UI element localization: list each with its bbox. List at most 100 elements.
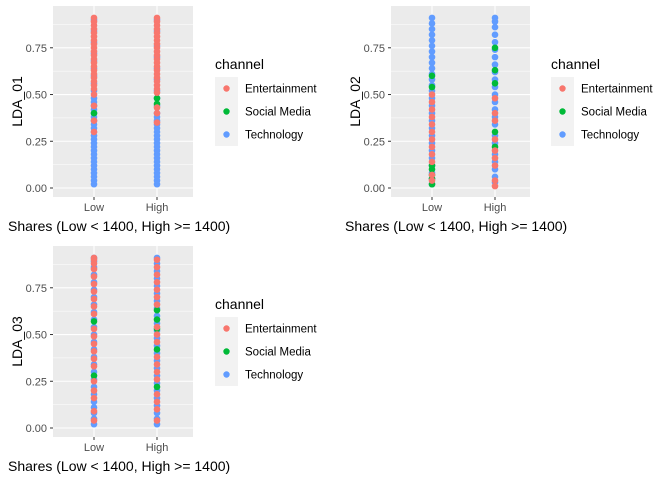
x-tick-label: High [484,202,507,214]
data-point [90,394,98,402]
y-axis-title: LDA_01 [9,76,25,127]
facet-lda-01: 0.00 0.25 0.50 0.75 Low High LDA_01 Shares (Low… [8,6,317,234]
data-point [428,53,436,61]
data-point [90,363,98,370]
data-point [491,23,499,31]
legend: channel Entertainment Social Media Technolo… [215,296,317,386]
data-point [90,377,98,385]
data-point [428,37,436,44]
data-point [428,59,436,67]
y-axis-title: LDA_02 [347,76,363,127]
data-point [90,417,98,424]
legend-swatch [223,85,230,92]
y-tick-label: 0.75 [26,43,47,55]
data-point [153,361,161,368]
data-point [90,117,98,124]
data-point [491,61,499,68]
data-point [90,295,98,303]
data-point [90,355,98,363]
data-point [428,42,436,50]
legend-title: channel [215,296,264,312]
data-point [153,278,161,286]
data-point [491,38,499,46]
data-point [428,48,436,55]
y-tick-label: 0.25 [26,136,47,148]
series-entertainment [90,14,161,136]
data-point [153,293,161,301]
data-point [153,14,161,22]
data-point [428,83,436,91]
facet-lda-02: 0.00 0.25 0.50 0.75 Low High LDA_02 Shares (Low… [345,6,653,234]
data-point [90,14,98,22]
data-point [428,98,436,106]
data-point [428,91,436,98]
data-point [491,162,499,169]
data-point [428,106,436,113]
data-point [491,154,499,162]
data-point [428,65,436,72]
data-point [153,353,161,361]
data-point [90,265,98,273]
y-tick-label: 0.25 [364,136,385,148]
data-point [90,387,98,394]
data-point [153,286,161,293]
data-point [428,151,436,158]
data-point [491,128,499,136]
data-point [90,348,98,355]
data-point [90,109,98,117]
data-point [428,20,436,27]
data-point [90,407,98,415]
data-point [491,80,499,87]
x-axis-title: Shares (Low < 1400, High >= 1400) [345,218,567,234]
data-point [90,280,98,288]
data-point [90,254,98,262]
data-point [153,271,161,278]
data-point [428,177,436,184]
x-axis-title: Shares (Low < 1400, High >= 1400) [8,458,230,474]
legend-label: Entertainment [581,84,653,96]
data-point [153,104,161,111]
data-point [491,182,499,190]
data-point [491,177,499,184]
data-point [90,310,98,318]
plot-panel [391,6,530,197]
y-tick-label: 0.00 [364,183,385,195]
data-point [428,143,436,151]
data-point [90,372,98,379]
series-entertainment [90,254,161,424]
legend: channel Entertainment Social Media Technolo… [551,56,653,146]
legend-label: Technology [245,130,303,142]
data-point [153,338,161,346]
legend-label: Social Media [581,107,647,119]
data-point [153,331,161,338]
data-point [153,398,161,406]
data-point [90,303,98,310]
data-point [428,25,436,33]
data-point [428,31,436,38]
data-point [491,44,499,52]
legend-swatch [559,131,566,138]
legend-label: Social Media [245,347,311,359]
data-point [153,256,161,264]
y-tick-label: 0.50 [26,90,47,102]
data-point [90,273,98,280]
data-point [90,91,98,98]
plot-panel [53,6,193,197]
legend-label: Technology [245,370,303,382]
legend-swatch [223,371,230,378]
data-point [153,94,161,102]
y-tick-label: 0.75 [364,43,385,55]
data-point [153,417,161,424]
legend-swatch [559,85,566,92]
legend-swatch [559,108,566,115]
data-point [428,171,436,179]
data-point [90,102,98,110]
legend-label: Entertainment [245,84,317,96]
data-point [491,136,499,143]
legend-swatch [223,108,230,115]
data-point [491,117,499,124]
facet-lda-03: 0.00 0.25 0.50 0.75 Low High LDA_03 Shares (Low… [8,246,317,474]
x-tick-label: High [146,442,169,454]
data-point [428,128,436,136]
y-tick-label: 0.75 [26,283,47,295]
